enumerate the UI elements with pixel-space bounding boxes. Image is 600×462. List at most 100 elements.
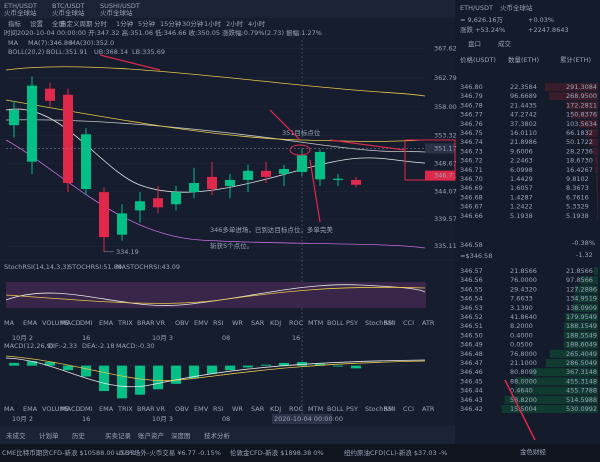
indicator-tab[interactable]: BOLL bbox=[327, 319, 344, 327]
bottom-tab[interactable]: 深度图 bbox=[171, 431, 191, 440]
tool[interactable]: 全屏 bbox=[52, 19, 66, 28]
indicator-tab[interactable]: RSI bbox=[213, 319, 224, 327]
book-cell: 514.5988 bbox=[566, 396, 597, 404]
tool[interactable]: 设置 bbox=[30, 19, 44, 28]
book-cell: 346.45 bbox=[460, 377, 483, 385]
indicator-tab[interactable]: EMV bbox=[194, 405, 209, 413]
pair-tab[interactable]: SUSHI/USDT bbox=[100, 2, 140, 10]
indicator-tab[interactable]: MTM bbox=[308, 319, 323, 327]
indicator-tab[interactable]: WR bbox=[232, 319, 243, 327]
indicator-tab[interactable]: OBV bbox=[175, 319, 189, 327]
interval[interactable]: 自定义周期 bbox=[60, 19, 93, 28]
indicator-tab[interactable]: SAR bbox=[251, 405, 265, 413]
indicator-tab[interactable]: MACD bbox=[61, 319, 80, 327]
indicator-tab[interactable]: StochRSI bbox=[365, 319, 394, 327]
candle-body bbox=[135, 201, 145, 211]
indicator-tab[interactable]: VR bbox=[156, 405, 165, 413]
indicator-tab[interactable]: DMI bbox=[80, 405, 93, 413]
x-tick-label: 16 bbox=[82, 415, 90, 423]
stat: +2247.8643 bbox=[528, 26, 569, 34]
interval[interactable]: 1小时 bbox=[204, 19, 222, 28]
book-cell: 367.3148 bbox=[566, 368, 597, 376]
indicator-tab[interactable]: EMA bbox=[99, 405, 114, 413]
depth-bar bbox=[531, 368, 598, 377]
column-header: 累计(ETH) bbox=[560, 55, 591, 64]
indicator-tab[interactable]: PSY bbox=[346, 319, 358, 327]
indicator-tab[interactable]: ROC bbox=[289, 405, 304, 413]
interval[interactable]: 1分钟 bbox=[116, 19, 134, 28]
y-tick-label: 353.32 bbox=[434, 131, 457, 139]
indicator-tab[interactable]: EMA bbox=[99, 319, 114, 327]
book-cell: 134.9519 bbox=[566, 295, 597, 303]
indicator-tab[interactable]: StochRSI bbox=[365, 405, 394, 413]
indicator-tab[interactable]: EMA bbox=[23, 405, 38, 413]
book-cell: 346.52 bbox=[460, 313, 483, 321]
macd-bar bbox=[99, 365, 109, 392]
candle-body bbox=[99, 192, 109, 238]
book-tab[interactable]: 成交 bbox=[498, 39, 512, 48]
indicator-tab[interactable]: EMA bbox=[23, 319, 38, 327]
mid-price: 346.58 bbox=[460, 241, 483, 249]
indicator-tab[interactable]: SMI bbox=[384, 405, 396, 413]
book-cell: 286.5049 bbox=[566, 359, 597, 367]
indicator-tab[interactable]: ATR bbox=[422, 319, 435, 327]
indicator-tab[interactable]: MTM bbox=[308, 405, 323, 413]
book-cell: 1.2422 bbox=[510, 203, 533, 211]
bottom-tab[interactable]: 技术分析 bbox=[204, 431, 231, 440]
indicator-tab[interactable]: CCI bbox=[403, 319, 414, 327]
indicator-tab[interactable]: TRIX bbox=[117, 319, 133, 327]
tool[interactable]: 指标 bbox=[8, 19, 22, 28]
indicator-tab[interactable]: CCI bbox=[403, 405, 414, 413]
macd-bar bbox=[153, 365, 163, 390]
indicator-tab[interactable]: OBV bbox=[175, 405, 189, 413]
indicator-tab[interactable]: WR bbox=[232, 405, 243, 413]
indicator-tab[interactable]: BRAR bbox=[137, 319, 155, 327]
bottom-tab[interactable]: 计划单 bbox=[39, 431, 59, 440]
bottom-tab[interactable]: 买卖记录 bbox=[105, 432, 132, 440]
bottom-tab[interactable]: 未成交 bbox=[6, 431, 26, 440]
book-cell: 172.2811 bbox=[566, 101, 597, 109]
interval[interactable]: 5分钟 bbox=[138, 19, 156, 28]
pair-tab[interactable]: ETH/USDT bbox=[4, 2, 37, 10]
interval[interactable]: 分时 bbox=[94, 19, 108, 28]
depth-bar bbox=[572, 303, 598, 312]
indicator-tab[interactable]: VOLUME bbox=[42, 405, 69, 413]
depth-bar bbox=[563, 340, 598, 349]
indicator-tab[interactable]: VR bbox=[156, 319, 165, 327]
interval[interactable]: 2小时 bbox=[226, 19, 244, 28]
bottom-tab[interactable]: 历史 bbox=[72, 431, 86, 440]
interval[interactable]: 4小时 bbox=[248, 19, 266, 28]
indicator-tab[interactable]: VOLUME bbox=[42, 319, 69, 327]
book-cell: 291.3084 bbox=[566, 83, 597, 91]
macd-bar bbox=[81, 365, 91, 377]
interval[interactable]: 15分钟 bbox=[160, 19, 182, 28]
indicator-tab[interactable]: SMI bbox=[384, 319, 396, 327]
pair-tab[interactable]: BTC/USDT bbox=[52, 2, 85, 10]
depth-bar bbox=[565, 313, 598, 321]
interval[interactable]: 30分钟 bbox=[182, 19, 204, 28]
indicator-tab[interactable]: MA bbox=[4, 319, 15, 327]
indicator-tab[interactable]: MA bbox=[4, 405, 15, 413]
indicator-tab[interactable]: DMI bbox=[80, 319, 93, 327]
indicator-tab[interactable]: TRIX bbox=[117, 405, 133, 413]
dea-line bbox=[5, 355, 426, 382]
arrow bbox=[99, 54, 161, 71]
indicator-tab[interactable]: BRAR bbox=[137, 405, 155, 413]
book-cell: 7.6633 bbox=[510, 295, 533, 303]
indicator-tab[interactable]: SAR bbox=[251, 319, 265, 327]
indicator-tab[interactable]: ROC bbox=[289, 319, 304, 327]
indicator-tab[interactable]: EMV bbox=[194, 319, 209, 327]
indicator-tab[interactable]: RSI bbox=[213, 405, 224, 413]
book-cell: 346.55 bbox=[460, 285, 483, 293]
indicator-tab[interactable]: MACD bbox=[61, 405, 80, 413]
indicator-tab[interactable]: BOLL bbox=[327, 405, 344, 413]
indicator-tab[interactable]: PSY bbox=[346, 405, 358, 413]
book-tab[interactable]: 盘口 bbox=[468, 39, 481, 48]
indicator-tab[interactable]: KDJ bbox=[270, 405, 281, 413]
indicator-tab[interactable]: KDJ bbox=[270, 319, 281, 327]
bottom-tab[interactable]: 账户资产 bbox=[138, 431, 165, 440]
book-cell: 96.6689 bbox=[510, 92, 537, 100]
x-tick-label: 08 bbox=[222, 334, 230, 342]
macd-bar bbox=[117, 365, 127, 399]
indicator-tab[interactable]: ATR bbox=[422, 405, 435, 413]
